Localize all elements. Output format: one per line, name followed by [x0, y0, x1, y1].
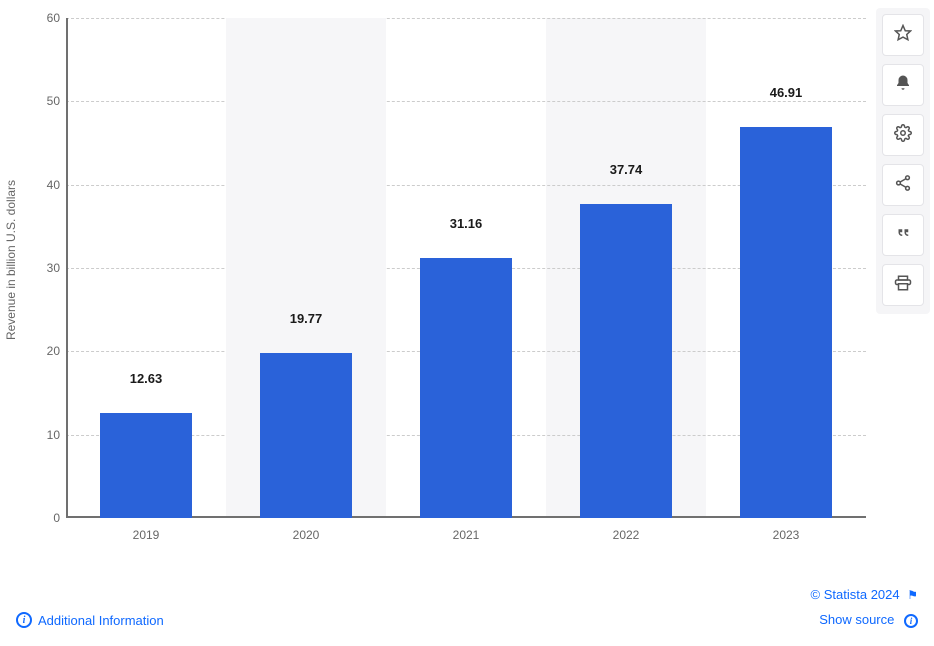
- y-tick-label: 10: [32, 428, 60, 442]
- gridline: [66, 101, 866, 102]
- alert-button[interactable]: [882, 64, 924, 106]
- y-tick-label: 0: [32, 511, 60, 525]
- bar[interactable]: [260, 353, 353, 518]
- toolbar: [876, 8, 930, 314]
- y-tick-label: 60: [32, 11, 60, 25]
- copyright-text: © Statista 2024 ⚑: [811, 587, 918, 602]
- bar-value-label: 12.63: [130, 371, 163, 392]
- print-button[interactable]: [882, 264, 924, 306]
- gridline: [66, 18, 866, 19]
- bar[interactable]: [420, 258, 513, 518]
- gear-icon: [894, 124, 912, 147]
- flag-icon: ⚑: [907, 588, 918, 602]
- footer: i Additional Information © Statista 2024…: [16, 587, 918, 628]
- x-tick-label: 2023: [773, 528, 800, 542]
- bar-value-label: 19.77: [290, 311, 323, 332]
- bar[interactable]: [100, 413, 193, 518]
- info-icon: i: [16, 612, 32, 628]
- y-axis-label: Revenue in billion U.S. dollars: [4, 180, 18, 340]
- y-tick-label: 50: [32, 94, 60, 108]
- bell-icon: [894, 74, 912, 97]
- chart-area: 010203040506012.6319.7731.1637.7446.91 2…: [58, 18, 866, 518]
- plot-area: 010203040506012.6319.7731.1637.7446.91: [66, 18, 866, 518]
- bar-value-label: 31.16: [450, 216, 483, 237]
- y-axis-line: [66, 18, 68, 518]
- settings-button[interactable]: [882, 114, 924, 156]
- show-source-link[interactable]: Show source i: [811, 612, 918, 628]
- star-icon: [894, 24, 912, 47]
- bar-value-label: 46.91: [770, 85, 803, 106]
- favorite-button[interactable]: [882, 14, 924, 56]
- show-source-label: Show source: [819, 612, 894, 627]
- bar[interactable]: [740, 127, 833, 518]
- quote-icon: [894, 224, 912, 247]
- additional-info-link[interactable]: i Additional Information: [16, 612, 164, 628]
- share-button[interactable]: [882, 164, 924, 206]
- bar-value-label: 37.74: [610, 162, 643, 183]
- y-tick-label: 40: [32, 178, 60, 192]
- x-tick-label: 2022: [613, 528, 640, 542]
- info-icon: i: [904, 614, 918, 628]
- bar[interactable]: [580, 204, 673, 519]
- additional-info-label: Additional Information: [38, 613, 164, 628]
- x-tick-label: 2021: [453, 528, 480, 542]
- x-tick-label: 2019: [133, 528, 160, 542]
- cite-button[interactable]: [882, 214, 924, 256]
- y-tick-label: 20: [32, 344, 60, 358]
- y-tick-label: 30: [32, 261, 60, 275]
- x-tick-label: 2020: [293, 528, 320, 542]
- share-icon: [894, 174, 912, 197]
- print-icon: [894, 274, 912, 297]
